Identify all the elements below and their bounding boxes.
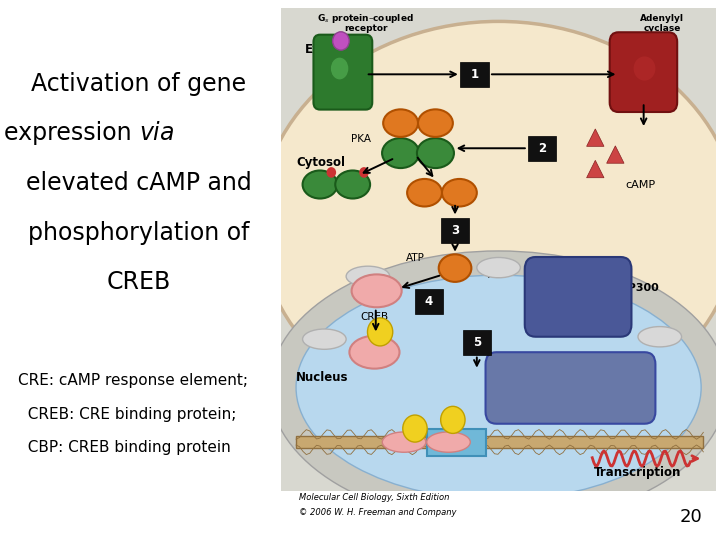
FancyBboxPatch shape: [415, 289, 443, 314]
FancyBboxPatch shape: [427, 429, 485, 456]
Ellipse shape: [382, 138, 419, 168]
Ellipse shape: [259, 22, 720, 425]
Circle shape: [402, 415, 427, 442]
Ellipse shape: [438, 254, 472, 282]
Text: Molecular Cell Biology, Sixth Edition: Molecular Cell Biology, Sixth Edition: [299, 493, 449, 502]
Ellipse shape: [442, 179, 477, 206]
Circle shape: [327, 167, 336, 178]
Text: receptor: receptor: [344, 24, 387, 33]
Text: CREB: CREB: [107, 271, 171, 294]
Text: Basal transcription: Basal transcription: [530, 374, 642, 384]
Text: Cytosol: Cytosol: [296, 156, 345, 169]
Ellipse shape: [349, 336, 400, 369]
Text: Exterior: Exterior: [305, 43, 358, 56]
Text: 5: 5: [473, 336, 481, 349]
Text: P: P: [412, 424, 418, 433]
Text: machinery: machinery: [555, 391, 616, 401]
FancyBboxPatch shape: [525, 257, 631, 337]
Text: 3: 3: [451, 224, 459, 237]
Ellipse shape: [302, 329, 346, 349]
Text: expression: expression: [4, 122, 139, 145]
Ellipse shape: [346, 266, 390, 287]
Text: G$_s$ protein–coupled: G$_s$ protein–coupled: [318, 12, 414, 25]
Circle shape: [359, 167, 369, 178]
FancyBboxPatch shape: [485, 352, 655, 424]
FancyBboxPatch shape: [463, 330, 491, 355]
Text: CREB: CRE binding protein;: CREB: CRE binding protein;: [18, 407, 236, 422]
Circle shape: [333, 32, 349, 50]
Polygon shape: [607, 146, 624, 163]
Ellipse shape: [418, 110, 453, 137]
Text: C: C: [451, 263, 459, 273]
Ellipse shape: [336, 171, 370, 199]
Text: phosphorylation of: phosphorylation of: [28, 221, 250, 245]
Circle shape: [441, 406, 465, 434]
Text: cyclase: cyclase: [643, 24, 680, 33]
Text: CBP/P300: CBP/P300: [600, 284, 659, 293]
Circle shape: [367, 318, 392, 346]
Ellipse shape: [417, 138, 454, 168]
Text: R: R: [432, 148, 439, 158]
Ellipse shape: [270, 251, 720, 524]
Ellipse shape: [638, 327, 682, 347]
Text: 4: 4: [425, 295, 433, 308]
Ellipse shape: [477, 258, 521, 278]
Ellipse shape: [331, 58, 348, 79]
Ellipse shape: [407, 179, 442, 206]
Text: Activation of gene: Activation of gene: [32, 72, 246, 96]
Text: Adenylyl: Adenylyl: [640, 14, 684, 23]
Text: 1: 1: [471, 68, 479, 81]
Ellipse shape: [427, 432, 470, 453]
Text: CRE: CRE: [445, 437, 468, 447]
Text: R: R: [397, 148, 405, 158]
Polygon shape: [587, 160, 604, 178]
FancyBboxPatch shape: [441, 218, 469, 243]
Text: cAMP: cAMP: [625, 179, 655, 190]
Text: C: C: [432, 118, 439, 128]
Ellipse shape: [581, 266, 625, 287]
Text: C: C: [397, 118, 404, 128]
Text: 20: 20: [679, 509, 702, 526]
FancyBboxPatch shape: [610, 32, 678, 112]
Polygon shape: [587, 129, 604, 146]
Ellipse shape: [383, 110, 418, 137]
FancyBboxPatch shape: [528, 136, 557, 161]
Ellipse shape: [382, 432, 426, 453]
Bar: [296, 436, 703, 448]
Text: CBP: CREB binding protein: CBP: CREB binding protein: [18, 440, 230, 455]
Text: C: C: [421, 188, 428, 198]
Ellipse shape: [296, 275, 701, 500]
Text: ATP: ATP: [405, 253, 424, 263]
Text: 2: 2: [538, 142, 546, 155]
Text: ADP: ADP: [488, 270, 509, 280]
Text: C: C: [456, 188, 463, 198]
Ellipse shape: [634, 57, 655, 80]
Text: P: P: [377, 327, 384, 336]
Text: Nucleus: Nucleus: [296, 372, 348, 384]
FancyBboxPatch shape: [313, 35, 372, 110]
Text: P: P: [450, 415, 456, 424]
Text: CREB: CREB: [361, 313, 389, 322]
Ellipse shape: [302, 171, 338, 199]
Text: Figure 16-31: Figure 16-31: [299, 478, 351, 487]
Text: R: R: [316, 179, 324, 190]
FancyBboxPatch shape: [461, 62, 489, 87]
Text: R: R: [349, 179, 356, 190]
Text: Transcription: Transcription: [594, 465, 682, 478]
Text: CRE: cAMP response element;: CRE: cAMP response element;: [18, 373, 248, 388]
Text: $\it{via}$: $\it{via}$: [139, 122, 174, 145]
Ellipse shape: [351, 274, 402, 307]
Text: PKA: PKA: [351, 133, 372, 144]
Text: elevated cAMP and: elevated cAMP and: [26, 171, 252, 195]
Text: © 2006 W. H. Freeman and Company: © 2006 W. H. Freeman and Company: [299, 508, 456, 517]
